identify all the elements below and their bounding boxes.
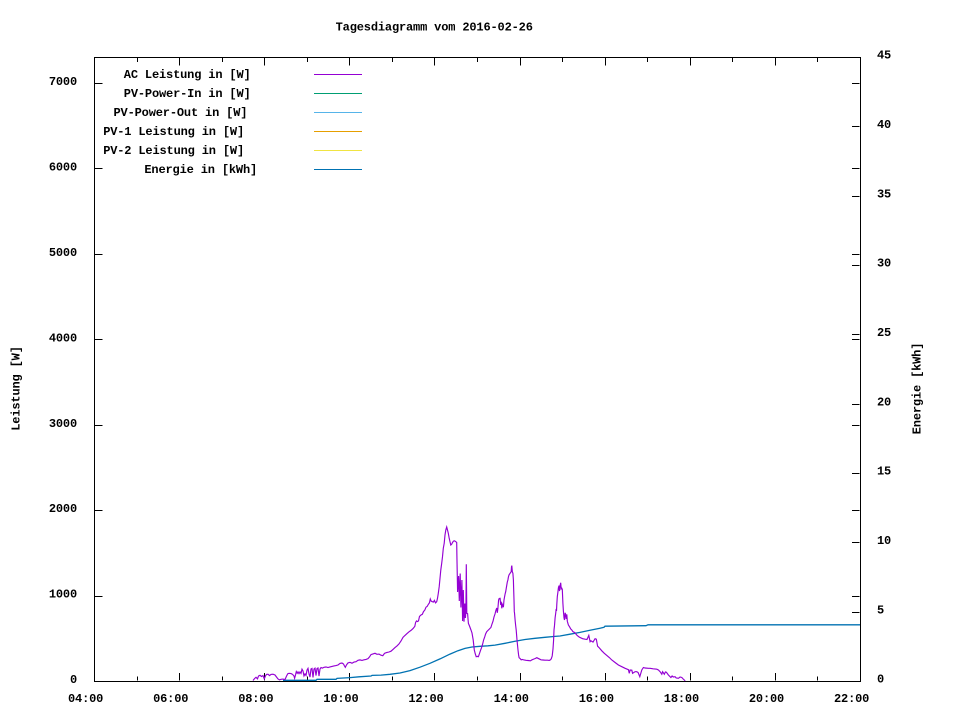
svg-text:1000: 1000 (49, 588, 77, 602)
svg-text:4000: 4000 (49, 331, 77, 345)
svg-text:PV-Power-In in [W]: PV-Power-In in [W] (124, 87, 251, 101)
svg-text:18:00: 18:00 (664, 692, 699, 706)
svg-text:14:00: 14:00 (494, 692, 529, 706)
svg-text:Energie [kWh]: Energie [kWh] (911, 343, 925, 435)
svg-text:08:00: 08:00 (238, 692, 273, 706)
svg-text:Energie in [kWh]: Energie in [kWh] (144, 163, 257, 177)
svg-text:10:00: 10:00 (323, 692, 358, 706)
svg-text:0: 0 (877, 673, 884, 687)
svg-text:22:00: 22:00 (834, 692, 869, 706)
svg-text:5000: 5000 (49, 246, 77, 260)
svg-text:5: 5 (877, 603, 884, 617)
svg-text:20:00: 20:00 (749, 692, 784, 706)
svg-text:20: 20 (877, 395, 891, 409)
svg-text:7000: 7000 (49, 75, 77, 89)
svg-text:0: 0 (70, 673, 77, 687)
svg-text:30: 30 (877, 257, 891, 271)
svg-text:PV-Power-Out in [W]: PV-Power-Out in [W] (114, 106, 248, 120)
svg-text:6000: 6000 (49, 161, 77, 175)
svg-text:04:00: 04:00 (68, 692, 103, 706)
svg-text:35: 35 (877, 187, 891, 201)
svg-text:AC Leistung in [W]: AC Leistung in [W] (124, 68, 251, 82)
svg-text:45: 45 (877, 49, 891, 63)
svg-text:40: 40 (877, 118, 891, 132)
svg-text:16:00: 16:00 (579, 692, 614, 706)
svg-text:06:00: 06:00 (153, 692, 188, 706)
svg-text:Leistung [W]: Leistung [W] (10, 346, 24, 431)
svg-text:2000: 2000 (49, 502, 77, 516)
svg-text:PV-2 Leistung in [W]: PV-2 Leistung in [W] (103, 144, 244, 158)
svg-text:10: 10 (877, 534, 891, 548)
svg-text:PV-1 Leistung in [W]: PV-1 Leistung in [W] (103, 125, 244, 139)
svg-text:Tagesdiagramm vom 2016-02-26: Tagesdiagramm vom 2016-02-26 (336, 21, 533, 35)
svg-text:15: 15 (877, 465, 891, 479)
svg-text:3000: 3000 (49, 417, 77, 431)
svg-text:12:00: 12:00 (408, 692, 443, 706)
svg-text:25: 25 (877, 326, 891, 340)
